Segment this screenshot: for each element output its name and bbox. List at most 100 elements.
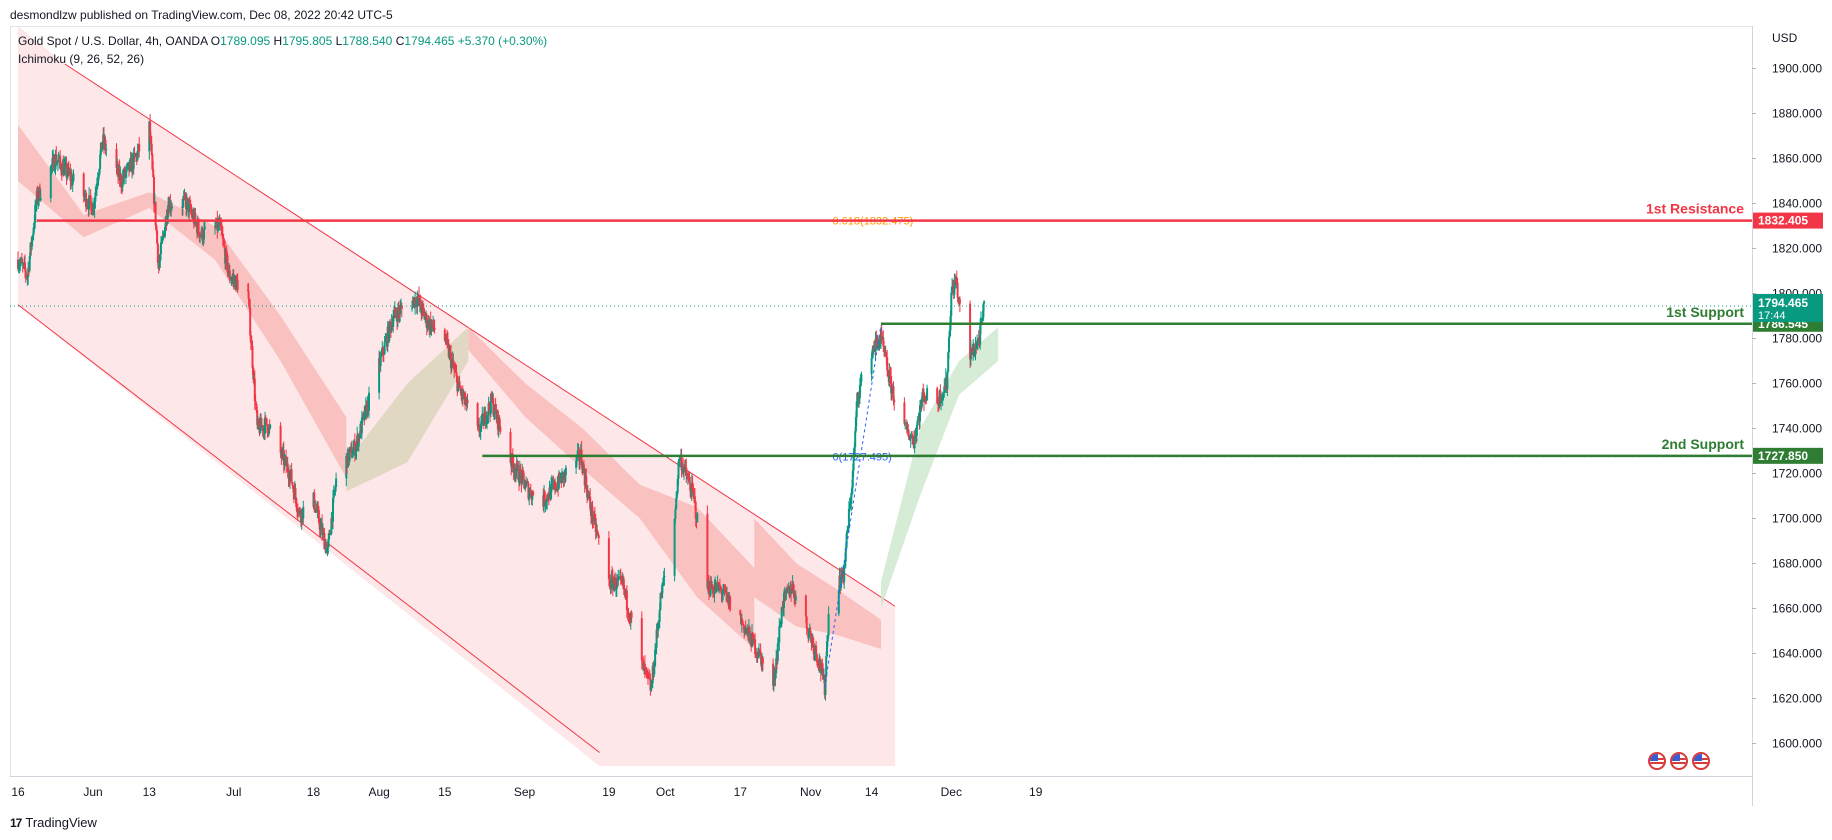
candle-body — [289, 472, 291, 481]
candle-body — [60, 163, 62, 171]
us-flag-icon[interactable] — [1670, 752, 1688, 770]
candle-body — [66, 175, 69, 177]
ichimoku-cloud — [346, 327, 469, 492]
candle-body — [290, 469, 293, 483]
candle-body — [486, 415, 488, 423]
candle-body — [976, 342, 979, 349]
candle-body — [527, 483, 530, 499]
y-tick-label: 1620.000 — [1772, 692, 1822, 706]
candle-body — [51, 158, 54, 166]
candle-body — [620, 577, 623, 580]
candle-body — [235, 276, 238, 290]
price-chart[interactable]: 0(1727.495)0.618(1832.475)1st Resistance… — [10, 26, 1832, 806]
candle-body — [947, 352, 950, 372]
x-tick-label: Jun — [83, 785, 102, 799]
candle-body — [658, 621, 660, 624]
y-tick-label: 1700.000 — [1772, 512, 1822, 526]
candle-body — [53, 156, 55, 171]
candle-body — [740, 615, 742, 624]
chart-frame[interactable]: 0(1727.495)0.618(1832.475)1st Resistance… — [10, 26, 1832, 806]
candle-body — [646, 670, 649, 672]
candle-body — [908, 436, 911, 440]
candle-body — [382, 347, 384, 354]
candle-body — [684, 464, 687, 468]
candle-body — [779, 626, 782, 627]
candle-body — [18, 265, 21, 267]
candle-body — [294, 488, 297, 499]
candle-body — [138, 144, 141, 152]
candle-body — [921, 392, 924, 401]
candle-body — [611, 574, 614, 577]
candle-body — [955, 277, 958, 283]
candle-body — [161, 236, 164, 241]
candle-body — [416, 299, 419, 306]
x-tick-label: 16 — [11, 785, 25, 799]
candle-body — [779, 624, 782, 626]
candle-body — [950, 292, 953, 316]
candle-body — [812, 638, 814, 643]
candle-body — [724, 588, 727, 593]
us-flag-icon[interactable] — [1648, 752, 1666, 770]
candle-body — [819, 658, 821, 668]
candle-body — [718, 586, 721, 588]
candle-body — [957, 297, 960, 300]
candle-body — [630, 612, 633, 619]
candle-body — [890, 387, 893, 394]
candle-body — [903, 402, 906, 424]
candle-body — [85, 205, 88, 208]
candle-body — [480, 416, 483, 425]
candle-body — [693, 492, 696, 497]
candle-body — [257, 419, 260, 425]
candle-body — [190, 211, 193, 214]
candle-body — [426, 326, 429, 328]
candle-body — [651, 666, 654, 684]
candle-body — [93, 201, 96, 209]
candle-body — [824, 676, 827, 695]
indicator-legend[interactable]: Ichimoku (9, 26, 52, 26) — [18, 52, 145, 66]
fib-connector — [824, 324, 882, 688]
candle-body — [879, 341, 882, 343]
candle-body — [384, 340, 387, 343]
candle-body — [837, 590, 840, 614]
candle-body — [264, 417, 266, 434]
candle-body — [353, 441, 356, 456]
candle-body — [182, 197, 185, 201]
candle-body — [17, 266, 20, 269]
candle-body — [170, 208, 173, 210]
candle-body — [608, 579, 611, 587]
candle-body — [612, 583, 615, 590]
level-price-text: 1727.850 — [1758, 449, 1808, 463]
candle-body — [266, 424, 269, 433]
candle-body — [487, 403, 490, 416]
candle-body — [923, 392, 925, 402]
candle-body — [759, 651, 762, 656]
candle-body — [493, 413, 495, 415]
candle-body — [247, 291, 250, 299]
candle-body — [971, 352, 974, 355]
candle-body — [741, 620, 744, 625]
candle-body — [335, 478, 338, 488]
candle-body — [883, 348, 886, 354]
level-price-badge — [1753, 212, 1823, 229]
candle-body — [97, 175, 100, 181]
candle-body — [186, 197, 189, 200]
level-label: 1st Support — [1666, 304, 1744, 320]
candle-body — [739, 610, 742, 616]
candle-body — [679, 456, 682, 460]
candle-body — [91, 214, 94, 215]
candle-body — [156, 230, 159, 244]
channel-upper-line[interactable] — [64, 63, 896, 607]
candle-body — [158, 261, 161, 268]
candle-body — [547, 494, 549, 499]
candle-body — [253, 378, 256, 401]
candle-body — [514, 470, 517, 475]
candle-body — [34, 205, 37, 223]
candle-body — [946, 371, 949, 390]
x-tick-label: Jul — [226, 785, 241, 799]
candle-body — [489, 394, 492, 414]
candle-body — [151, 154, 154, 170]
channel-lower-line[interactable] — [17, 304, 600, 753]
x-tick-label: Aug — [368, 785, 389, 799]
candle-body — [849, 503, 852, 505]
us-flag-icon[interactable] — [1692, 752, 1710, 770]
